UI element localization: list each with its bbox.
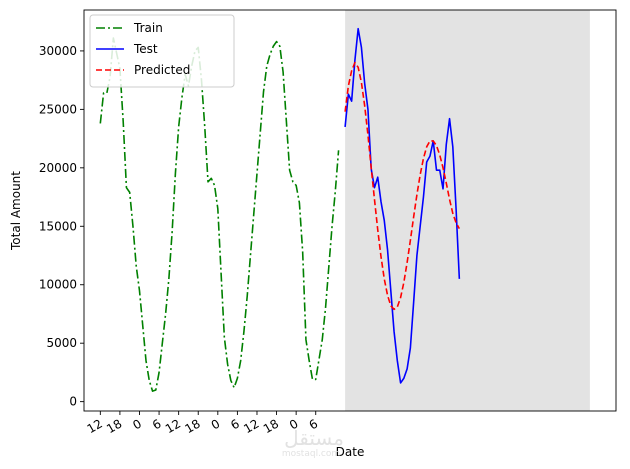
x-tick-label: 18 xyxy=(261,416,281,436)
x-tick-label: 6 xyxy=(228,416,242,432)
y-axis: 0 5000 10000 15000 20000 25000 30000 xyxy=(39,44,84,409)
x-tick-label: 12 xyxy=(85,416,105,436)
legend-label-predicted: Predicted xyxy=(134,63,190,77)
y-axis-label: Total Amount xyxy=(9,171,23,251)
x-tick-label: 12 xyxy=(163,416,183,436)
watermark-logo: مستقل xyxy=(284,426,344,450)
x-tick-label: 18 xyxy=(104,416,124,436)
legend-label-train: Train xyxy=(133,21,163,35)
x-tick-label: 6 xyxy=(150,416,164,432)
y-tick-label: 5000 xyxy=(46,336,77,350)
x-tick-label: 12 xyxy=(241,416,261,436)
x-tick-label: 0 xyxy=(209,416,223,432)
x-axis-label: Date xyxy=(336,445,365,459)
x-tick-label: 18 xyxy=(182,416,202,436)
test-period-shaded-region xyxy=(345,10,590,411)
series-line-train xyxy=(99,37,340,392)
series-line-predicted xyxy=(344,61,461,311)
y-tick-label: 10000 xyxy=(39,278,77,292)
plot-frame xyxy=(83,9,617,412)
watermark-site: mostaql.com xyxy=(282,449,340,459)
watermark: مستقل mostaql.com xyxy=(282,426,344,459)
legend: Train Test Predicted xyxy=(89,14,235,88)
y-tick-label: 15000 xyxy=(39,219,77,233)
legend-label-test: Test xyxy=(133,42,158,56)
x-tick-label: 0 xyxy=(130,416,144,432)
y-tick-label: 30000 xyxy=(39,44,77,58)
y-tick-label: 25000 xyxy=(39,102,77,116)
series-line-test xyxy=(344,27,461,384)
legend-box xyxy=(89,14,235,88)
y-tick-label: 20000 xyxy=(39,161,77,175)
y-tick-label: 0 xyxy=(69,395,77,409)
